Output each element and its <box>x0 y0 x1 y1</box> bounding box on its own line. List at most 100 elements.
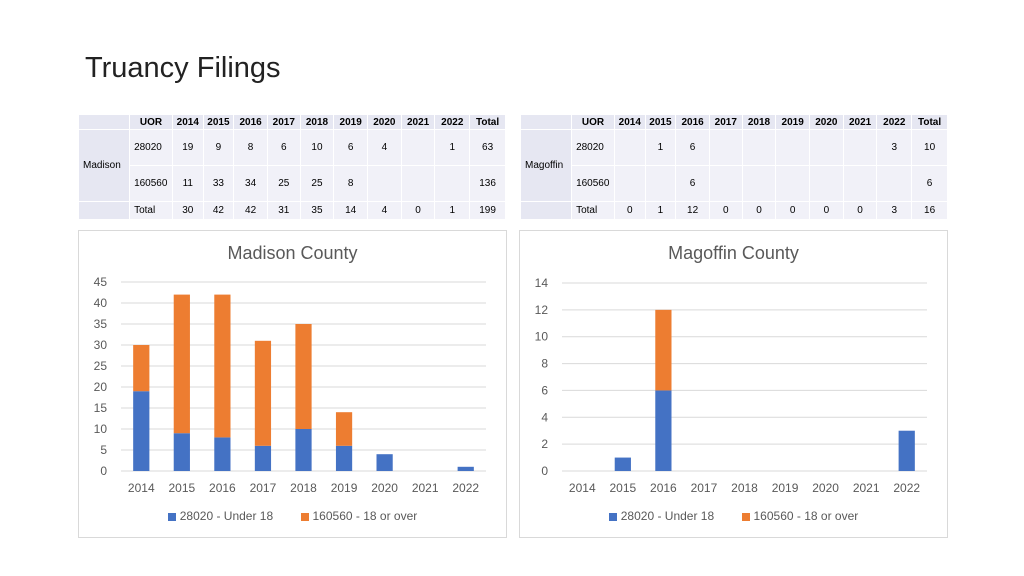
table-header-cell: 2019 <box>775 114 811 130</box>
x-tick-label: 2020 <box>812 481 839 495</box>
table-cell: 63 <box>469 129 506 166</box>
table-cell: 33 <box>202 165 235 202</box>
table-cell: 1 <box>434 129 471 166</box>
table-cell: 6 <box>266 129 301 166</box>
legend-item: 160560 - 18 or over <box>300 509 418 523</box>
table-cell <box>434 165 471 202</box>
table-cell: 4 <box>367 129 402 166</box>
table-corner <box>77 114 131 130</box>
table-header-cell: 2022 <box>434 114 471 130</box>
table-cell: 0 <box>775 201 811 220</box>
table-cell: 10 <box>911 129 948 166</box>
legend-label: 160560 - 18 or over <box>312 509 418 523</box>
table-header-cell: 2015 <box>202 114 235 130</box>
x-tick-label: 2021 <box>853 481 880 495</box>
table-cell: 30 <box>171 201 204 220</box>
table-cell: 0 <box>400 201 436 220</box>
table-cell <box>400 129 436 166</box>
madison-chart-plot: 0 5 10 15 20 25 30 35 40 45 2014 2015 2016 2017 2018 20… <box>94 275 486 495</box>
y-tick-label: 12 <box>535 303 549 317</box>
table-cell: 8 <box>233 129 268 166</box>
bar-18-or-over <box>133 345 150 392</box>
table-cell <box>77 201 131 220</box>
x-tick-label: 2015 <box>168 481 195 495</box>
table-header-cell: 2015 <box>644 114 677 130</box>
magoffin-table: UOR 2014 2015 2016 2017 2018 2019 2020 2… <box>519 114 948 220</box>
table-cell <box>809 165 844 202</box>
bar-under-18 <box>254 445 272 471</box>
table-cell <box>741 129 777 166</box>
table-cell: 31 <box>266 201 301 220</box>
x-tick-label: 2014 <box>128 481 155 495</box>
magoffin-chart: Magoffin County 0 2 4 6 8 10 12 14 2014 2015 2016 2… <box>519 230 948 538</box>
table-header-cell: 2017 <box>708 114 743 130</box>
table-cell: 34 <box>233 165 268 202</box>
table-cell <box>519 201 573 220</box>
table-header-cell: 2021 <box>400 114 436 130</box>
table-corner <box>519 114 573 130</box>
x-tick-label: 2019 <box>772 481 799 495</box>
table-header-cell: Total <box>469 114 506 130</box>
table-cell: 11 <box>171 165 204 202</box>
table-row: 160560 6 6 <box>521 165 948 202</box>
table-cell <box>842 129 878 166</box>
table-cell: 0 <box>613 201 646 220</box>
y-tick-label: 0 <box>541 464 548 478</box>
madison-table: UOR 2014 2015 2016 2017 2018 2019 2020 2… <box>77 114 506 220</box>
x-tick-label: 2020 <box>371 481 398 495</box>
table-cell: 12 <box>675 201 710 220</box>
table-header-cell: Total <box>911 114 948 130</box>
legend-item: 28020 - Under 18 <box>167 509 273 523</box>
table-cell: 10 <box>299 129 335 166</box>
table-cell: 6 <box>333 129 369 166</box>
x-tick-label: 2017 <box>691 481 718 495</box>
table-cell: 0 <box>708 201 743 220</box>
county-label: Madison <box>77 129 131 202</box>
chart-title: Magoffin County <box>668 243 799 263</box>
y-tick-label: 0 <box>100 464 107 478</box>
table-cell <box>708 165 743 202</box>
table-header-cell: 2020 <box>809 114 844 130</box>
table-cell: 3 <box>876 201 913 220</box>
bar-under-18 <box>457 466 474 471</box>
table-header-cell: UOR <box>571 114 615 130</box>
table-row: Madison 28020 19 9 8 6 10 6 4 1 63 <box>77 129 506 202</box>
table-cell: 28020 <box>571 129 615 166</box>
x-tick-label: 2014 <box>569 481 596 495</box>
y-tick-label: 14 <box>535 276 549 290</box>
table-cell: 0 <box>809 201 844 220</box>
bar-under-18 <box>173 433 190 471</box>
table-cell <box>613 129 646 166</box>
table-cell: 136 <box>469 165 506 202</box>
table-header-cell: 2021 <box>842 114 878 130</box>
y-tick-label: 4 <box>541 410 548 424</box>
table-cell <box>644 165 677 202</box>
y-tick-label: 30 <box>94 338 108 352</box>
legend-label: 28020 - Under 18 <box>620 509 715 523</box>
table-cell: 25 <box>266 165 301 202</box>
table-cell <box>708 129 743 166</box>
table-cell <box>775 165 811 202</box>
table-cell: 8 <box>333 165 369 202</box>
table-row: 160560 11 33 34 25 25 8 136 <box>79 165 506 202</box>
table-header-cell: 2020 <box>367 114 402 130</box>
table-row: Magoffin 28020 1 6 3 10 <box>519 129 948 202</box>
y-tick-label: 25 <box>94 359 108 373</box>
table-cell: 160560 <box>571 165 615 202</box>
table-cell: 6 <box>675 165 710 202</box>
bar-under-18 <box>376 454 393 471</box>
table-cell: 14 <box>333 201 369 220</box>
table-header-cell: 2018 <box>741 114 777 130</box>
bar-under-18 <box>335 445 353 471</box>
x-tick-label: 2018 <box>731 481 758 495</box>
table-cell: 35 <box>299 201 335 220</box>
legend-swatch-18-or-over <box>300 512 309 521</box>
x-tick-label: 2015 <box>609 481 636 495</box>
x-tick-label: 2016 <box>209 481 236 495</box>
table-header-cell: 2014 <box>171 114 204 130</box>
y-tick-label: 10 <box>535 330 549 344</box>
table-cell: 16 <box>911 201 948 220</box>
table-row-total: Total 30 42 42 31 35 14 4 0 1 199 <box>77 201 506 220</box>
y-tick-label: 35 <box>94 317 108 331</box>
table-cell: 1 <box>644 129 677 166</box>
